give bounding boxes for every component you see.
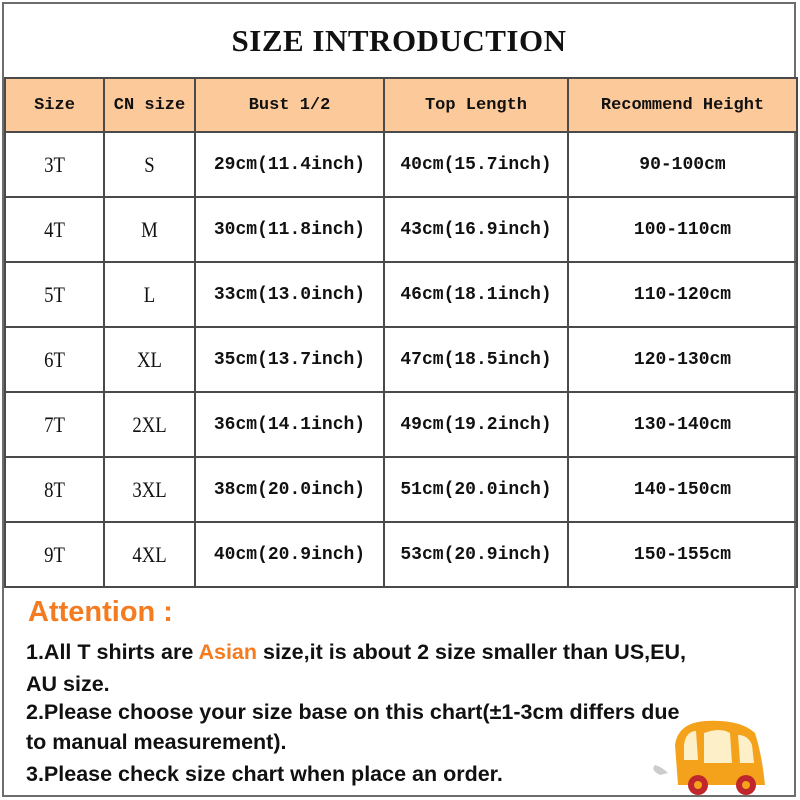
column-header: Top Length xyxy=(383,77,569,133)
table-cell: 5T xyxy=(11,261,98,328)
table-cell: 120-130cm xyxy=(567,326,798,393)
table-cell: 40cm(20.9inch) xyxy=(194,521,385,588)
table-cell: 53cm(20.9inch) xyxy=(383,521,569,588)
table-cell: 90-100cm xyxy=(567,131,798,198)
table-cell: 110-120cm xyxy=(567,261,798,328)
table-cell: 9T xyxy=(11,521,98,588)
table-cell: 7T xyxy=(11,391,98,458)
table-cell: 2XL xyxy=(109,391,190,458)
column-header: Size xyxy=(4,77,105,133)
table-cell: 29cm(11.4inch) xyxy=(194,131,385,198)
table-cell: 40cm(15.7inch) xyxy=(383,131,569,198)
table-row: 8T 3XL 38cm(20.0inch) 51cm(20.0inch) 140-150… xyxy=(5,456,798,523)
table-cell: 100-110cm xyxy=(567,196,798,263)
table-cell: 4T xyxy=(11,196,98,263)
table-cell: 33cm(13.0inch) xyxy=(194,261,385,328)
table-cell: 47cm(18.5inch) xyxy=(383,326,569,393)
table-cell: 30cm(11.8inch) xyxy=(194,196,385,263)
table-cell: 38cm(20.0inch) xyxy=(194,456,385,523)
table-row: 5T L 33cm(13.0inch) 46cm(18.1inch) 110-120cm xyxy=(5,261,798,328)
column-header: Bust 1/2 xyxy=(194,77,385,133)
table-cell: 35cm(13.7inch) xyxy=(194,326,385,393)
attention-title: Attention : xyxy=(28,596,173,628)
table-row: 4T M 30cm(11.8inch) 43cm(16.9inch) 100-110cm xyxy=(5,196,798,263)
table-cell: 140-150cm xyxy=(567,456,798,523)
table-cell: 46cm(18.1inch) xyxy=(383,261,569,328)
table-cell: 6T xyxy=(11,326,98,393)
table-cell: 43cm(16.9inch) xyxy=(383,196,569,263)
note-1-cont: AU size. xyxy=(26,672,110,696)
table-cell: 3XL xyxy=(109,456,190,523)
table-cell: 49cm(19.2inch) xyxy=(383,391,569,458)
table-cell: M xyxy=(109,196,190,263)
table-row: 9T 4XL 40cm(20.9inch) 53cm(20.9inch) 150-155… xyxy=(5,521,798,588)
column-header: Recommend Height xyxy=(567,77,798,133)
table-cell: XL xyxy=(109,326,190,393)
table-cell: 150-155cm xyxy=(567,521,798,588)
table-cell: L xyxy=(109,261,190,328)
note-text: 1.All T shirts are xyxy=(26,640,199,664)
column-header: CN size xyxy=(103,77,196,133)
table-row: 3T S 29cm(11.4inch) 40cm(15.7inch) 90-100cm xyxy=(5,131,798,198)
table-cell: 4XL xyxy=(109,521,190,588)
page-title: SIZE INTRODUCTION xyxy=(231,22,567,58)
attention-section: Attention : 1.All T shirts are Asian siz… xyxy=(4,586,798,799)
table-row: 6T XL 35cm(13.7inch) 47cm(18.5inch) 120-130c… xyxy=(5,326,798,393)
table-cell: 130-140cm xyxy=(567,391,798,458)
note-3: 3.Please check size chart when place an … xyxy=(26,762,503,786)
table-cell: 3T xyxy=(11,131,98,198)
table-row: 7T 2XL 36cm(14.1inch) 49cm(19.2inch) 130-140… xyxy=(5,391,798,458)
car-icon xyxy=(653,720,765,795)
size-table: Size CN size Bust 1/2 Top Length Recommend H… xyxy=(4,77,798,588)
note-2: 2.Please choose your size base on this c… xyxy=(26,700,680,724)
table-cell: 36cm(14.1inch) xyxy=(194,391,385,458)
table-cell: 51cm(20.0inch) xyxy=(383,456,569,523)
asian-highlight: Asian xyxy=(198,640,258,664)
table-header-row: Size CN size Bust 1/2 Top Length Recommend H… xyxy=(4,77,798,133)
table-cell: S xyxy=(109,131,190,198)
table-cell: 8T xyxy=(11,456,98,523)
note-2-cont: to manual measurement). xyxy=(26,730,287,754)
note-1: 1.All T shirts are Asian size,it is abou… xyxy=(26,640,686,665)
note-text: size,it is about 2 size smaller than US,… xyxy=(257,640,686,664)
